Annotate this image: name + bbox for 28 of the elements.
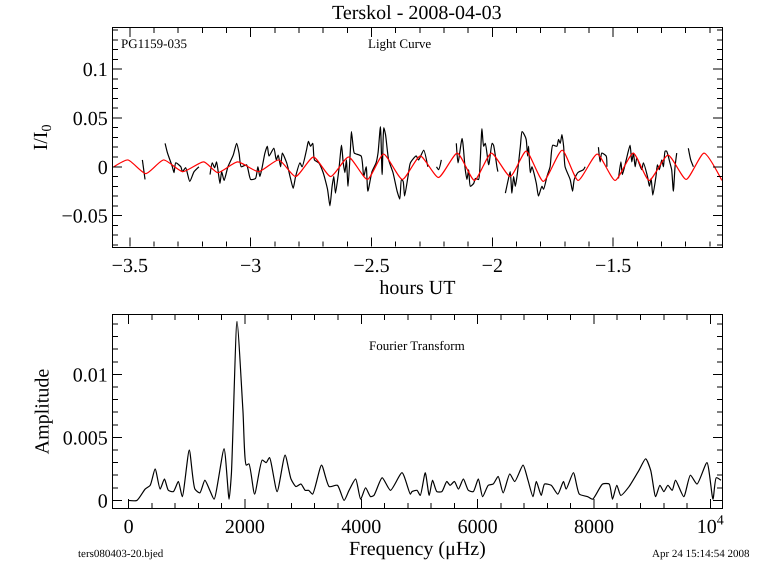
y-tick-label: 0.01 bbox=[72, 364, 108, 386]
line-series bbox=[113, 150, 722, 182]
x-axis-title: Frequency (μHz) bbox=[349, 538, 486, 560]
x-tick-label: −3 bbox=[240, 254, 262, 277]
x-tick-label: −2 bbox=[482, 254, 503, 277]
y-tick-label: 0 bbox=[98, 490, 108, 512]
x-tick-label: 0 bbox=[124, 516, 134, 538]
y-axis-title: Amplitude bbox=[31, 368, 54, 454]
y-tick-label: 0.05 bbox=[72, 108, 108, 130]
text: ters080403-20.bjed bbox=[78, 548, 164, 560]
x-tick-label: 8000 bbox=[574, 516, 614, 538]
chart-title: Terskol - 2008-04-03 bbox=[332, 2, 502, 24]
x-axis-title: hours UT bbox=[379, 276, 456, 299]
annotation: PG1159-035 bbox=[121, 36, 187, 51]
y-tick-label: 0.1 bbox=[82, 59, 108, 82]
y-tick-label: 0 bbox=[98, 156, 108, 179]
x-tick-label: 4000 bbox=[341, 516, 382, 538]
text: Apr 24 15:14:54 2008 bbox=[652, 548, 750, 560]
x-tick-label: 2000 bbox=[224, 516, 265, 538]
annotation: Fourier Transform bbox=[369, 338, 465, 353]
x-tick-label: −3.5 bbox=[112, 254, 148, 277]
x-tick-label: −1.5 bbox=[595, 254, 632, 277]
y-tick-label: −0.05 bbox=[62, 206, 108, 228]
annotation: Light Curve bbox=[368, 36, 432, 51]
x-tick-label: 10$^{4}$ bbox=[696, 514, 724, 538]
x-tick-label: 6000 bbox=[458, 516, 498, 538]
y-tick-label: 0.005 bbox=[62, 427, 108, 450]
x-tick-label: −2.5 bbox=[353, 254, 390, 277]
